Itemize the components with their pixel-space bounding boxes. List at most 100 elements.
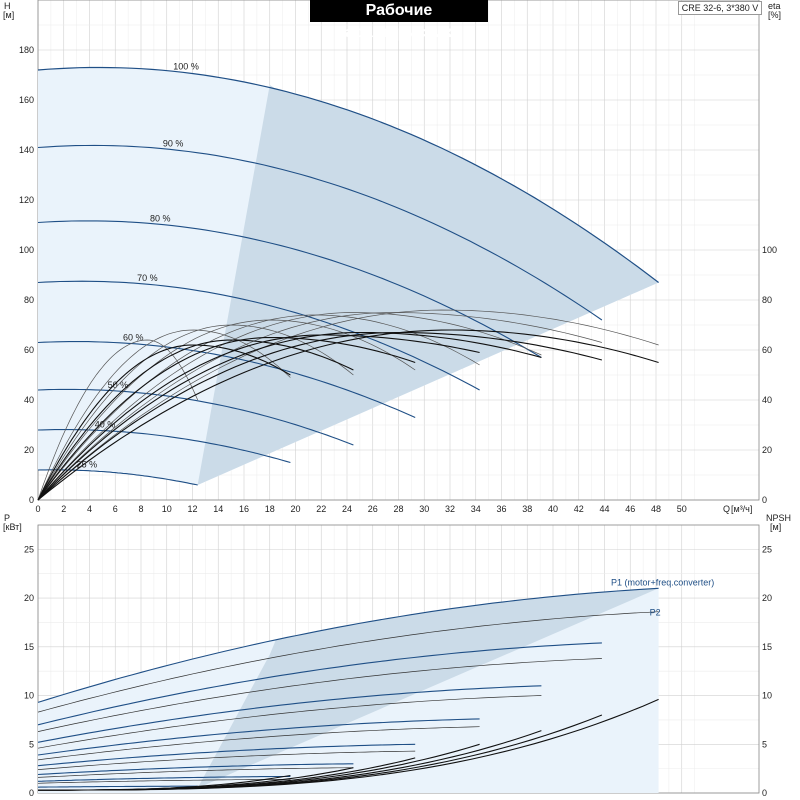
eta-axis-label: eta bbox=[768, 1, 781, 11]
head-tick-label: 140 bbox=[19, 145, 34, 155]
flow-tick-label: 12 bbox=[187, 504, 197, 514]
speed-label: 60 % bbox=[123, 333, 144, 343]
eta-curve bbox=[37, 314, 480, 501]
p1-curve bbox=[37, 685, 542, 743]
flow-tick-label: 46 bbox=[625, 504, 635, 514]
p1-curve bbox=[37, 718, 480, 756]
eta-tick-label: 40 bbox=[762, 395, 772, 405]
power-tick-label: 20 bbox=[24, 593, 34, 603]
head-tick-label: 20 bbox=[24, 445, 34, 455]
flow-axis-unit: [м³/ч] bbox=[731, 504, 753, 514]
head-curve bbox=[37, 220, 542, 358]
flow-tick-label: 26 bbox=[368, 504, 378, 514]
p2-curve bbox=[37, 658, 602, 732]
flow-tick-label: 42 bbox=[574, 504, 584, 514]
npsh-axis-label: NPSH bbox=[766, 513, 792, 523]
head-tick-label: 180 bbox=[19, 45, 34, 55]
flow-tick-label: 14 bbox=[213, 504, 223, 514]
npsh-tick-label: 0 bbox=[762, 788, 767, 798]
head-curve bbox=[37, 144, 603, 321]
power-axis-label: P bbox=[4, 513, 11, 523]
eta-curve bbox=[37, 339, 199, 501]
npsh-tick-label: 5 bbox=[762, 739, 767, 749]
head-axis-unit: [м] bbox=[3, 10, 15, 20]
p2-curve bbox=[37, 726, 480, 761]
flow-tick-label: 16 bbox=[239, 504, 249, 514]
npsh-curve bbox=[38, 774, 291, 791]
eta-curve bbox=[37, 309, 659, 501]
flow-tick-label: 4 bbox=[87, 504, 92, 514]
speed-label: 80 % bbox=[150, 213, 171, 223]
eta-curve bbox=[37, 336, 416, 501]
flow-tick-label: 2 bbox=[61, 504, 66, 514]
p2-curve bbox=[37, 750, 416, 770]
flow-tick-label: 18 bbox=[265, 504, 275, 514]
eta-axis-unit: [%] bbox=[768, 10, 782, 20]
speed-label: 40 % bbox=[95, 420, 116, 430]
eta-tick-label: 60 bbox=[762, 345, 772, 355]
speed-label: 70 % bbox=[137, 273, 158, 283]
p2-curve bbox=[37, 695, 542, 749]
head-tick-label: 80 bbox=[24, 295, 34, 305]
p1-curve bbox=[37, 587, 659, 703]
flow-tick-label: 20 bbox=[290, 504, 300, 514]
p2-curve bbox=[37, 767, 354, 778]
flow-tick-label: 22 bbox=[316, 504, 326, 514]
eta-curve bbox=[37, 344, 291, 501]
head-axis-label: H bbox=[4, 1, 11, 11]
eta-curve bbox=[37, 312, 542, 501]
p1-curve bbox=[37, 775, 291, 782]
flow-tick-label: 10 bbox=[162, 504, 172, 514]
power-tick-label: 0 bbox=[29, 788, 34, 798]
eta-curve bbox=[37, 329, 659, 501]
head-curve bbox=[37, 66, 659, 283]
flow-tick-label: 0 bbox=[35, 504, 40, 514]
power-tick-label: 10 bbox=[24, 691, 34, 701]
p2-curve bbox=[37, 611, 659, 713]
flow-tick-label: 50 bbox=[677, 504, 687, 514]
power-range-dark bbox=[197, 588, 659, 789]
flow-tick-label: 6 bbox=[113, 504, 118, 514]
npsh-tick-label: 10 bbox=[762, 691, 772, 701]
flow-tick-label: 40 bbox=[548, 504, 558, 514]
model-label: CRE 32-6, 3*380 V bbox=[678, 1, 762, 15]
flow-tick-label: 34 bbox=[471, 504, 481, 514]
head-tick-label: 0 bbox=[29, 495, 34, 505]
flow-axis-label: Q bbox=[723, 504, 731, 514]
head-tick-label: 160 bbox=[19, 95, 34, 105]
speed-label: 90 % bbox=[163, 139, 184, 149]
speed-label: 25 % bbox=[77, 460, 98, 470]
head-tick-label: 40 bbox=[24, 395, 34, 405]
eta-tick-label: 0 bbox=[762, 495, 767, 505]
p1-curve bbox=[37, 743, 416, 767]
p1-curve bbox=[37, 642, 602, 726]
flow-tick-label: 24 bbox=[342, 504, 352, 514]
eta-tick-label: 20 bbox=[762, 445, 772, 455]
head-tick-label: 60 bbox=[24, 345, 34, 355]
head-curve bbox=[37, 340, 416, 419]
eta-curve bbox=[37, 324, 354, 501]
flow-tick-label: 30 bbox=[419, 504, 429, 514]
head-tick-label: 120 bbox=[19, 195, 34, 205]
p1-curve bbox=[37, 785, 198, 788]
flow-tick-label: 32 bbox=[445, 504, 455, 514]
head-curve bbox=[37, 429, 291, 464]
eta-curve bbox=[37, 334, 480, 501]
npsh-tick-label: 25 bbox=[762, 544, 772, 554]
head-curve bbox=[37, 280, 480, 391]
power-tick-label: 15 bbox=[24, 642, 34, 652]
eta-curve bbox=[37, 312, 602, 501]
flow-tick-label: 38 bbox=[522, 504, 532, 514]
npsh-axis-unit: [м] bbox=[770, 522, 782, 532]
head-tick-label: 100 bbox=[19, 245, 34, 255]
npsh-tick-label: 15 bbox=[762, 642, 772, 652]
chart-title: Рабочие характеристики bbox=[310, 0, 488, 41]
p2-series-label: P2 bbox=[650, 608, 661, 618]
power-tick-label: 25 bbox=[24, 544, 34, 554]
eta-tick-label: 80 bbox=[762, 295, 772, 305]
power-tick-label: 5 bbox=[29, 739, 34, 749]
npsh-tick-label: 20 bbox=[762, 593, 772, 603]
speed-label: 100 % bbox=[173, 62, 199, 72]
flow-tick-label: 36 bbox=[496, 504, 506, 514]
power-axis-unit: [кВт] bbox=[3, 522, 22, 532]
